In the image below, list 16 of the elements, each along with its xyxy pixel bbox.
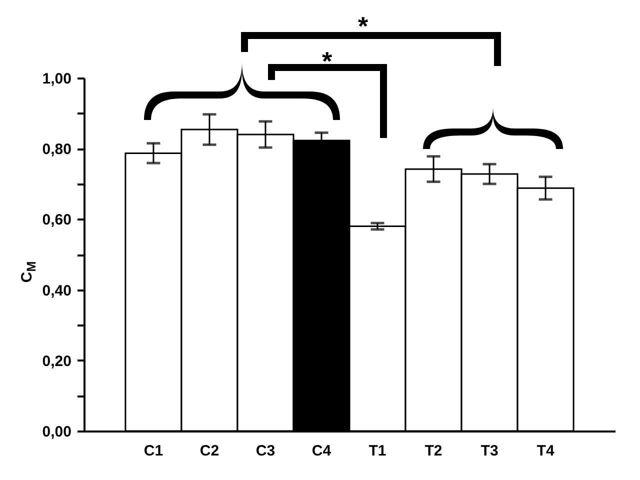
y-tick-label: 0,20 <box>42 352 72 370</box>
text: * <box>358 11 368 41</box>
y-tick-label: 0,40 <box>42 282 72 300</box>
x-tick-label: T4 <box>536 442 555 460</box>
y-tick-label: 0,80 <box>42 141 72 158</box>
x-tick-label: C3 <box>256 442 276 460</box>
x-tick-label: T2 <box>424 442 442 460</box>
x-tick-label: T1 <box>368 442 386 460</box>
y-tick-label: 1,00 <box>42 70 72 88</box>
y-tick-label: 0,60 <box>42 212 72 229</box>
x-tick-label: C4 <box>312 442 332 460</box>
x-tick-label: C2 <box>200 442 220 460</box>
text: * <box>322 46 332 76</box>
x-tick-label: C1 <box>144 442 164 460</box>
y-tick-label: 0,00 <box>42 424 72 440</box>
x-tick-label: T3 <box>480 442 498 460</box>
